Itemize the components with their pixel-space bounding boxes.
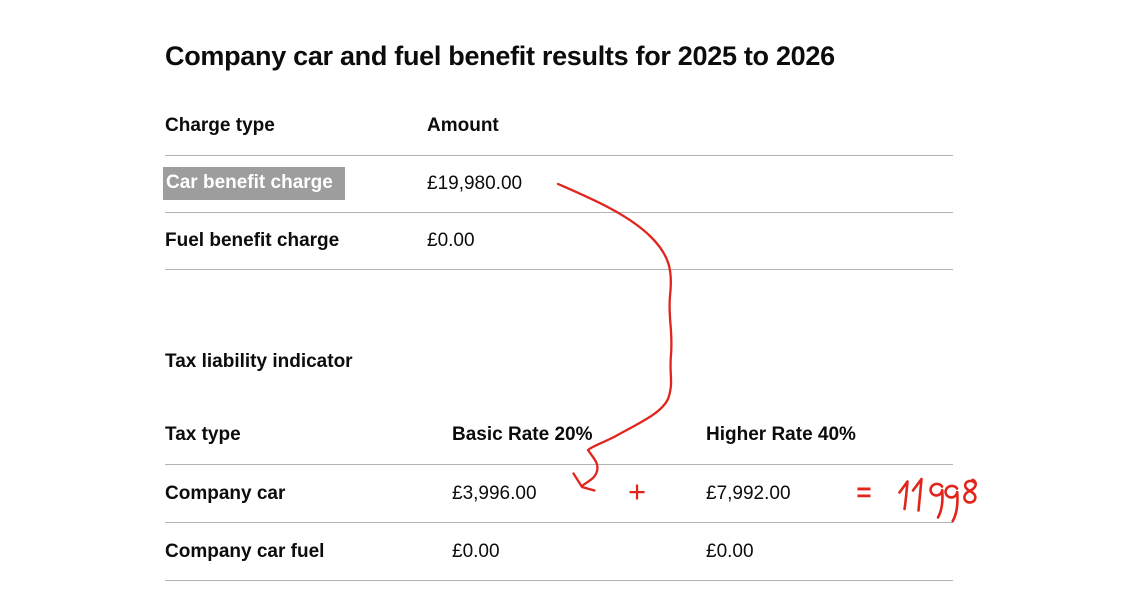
table-row: Car benefit charge £19,980.00 xyxy=(163,155,953,213)
tax-liability-indicator-heading: Tax liability indicator xyxy=(165,350,353,372)
charges-table: Charge type Amount Car benefit charge £1… xyxy=(163,98,953,270)
table-row: Fuel benefit charge £0.00 xyxy=(165,212,953,270)
company-car-fuel-label: Company car fuel xyxy=(165,522,452,581)
table-row: Company car £3,996.00 £7,992.00 xyxy=(165,464,953,523)
company-car-label: Company car xyxy=(165,464,452,523)
tax-header-tax-type: Tax type xyxy=(165,406,452,465)
fuel-benefit-charge-label: Fuel benefit charge xyxy=(165,212,427,270)
car-benefit-charge-label-selected: Car benefit charge xyxy=(163,167,345,200)
tax-header-basic-rate: Basic Rate 20% xyxy=(452,406,706,465)
company-car-fuel-basic-amount: £0.00 xyxy=(452,522,706,581)
company-car-fuel-higher-amount: £0.00 xyxy=(706,522,953,581)
tax-header-higher-rate: Higher Rate 40% xyxy=(706,406,953,465)
charges-table-header-row: Charge type Amount xyxy=(165,98,953,156)
charges-header-amount: Amount xyxy=(427,98,953,156)
car-benefit-charge-amount: £19,980.00 xyxy=(427,155,953,213)
company-car-higher-amount: £7,992.00 xyxy=(706,464,953,523)
fuel-benefit-charge-amount: £0.00 xyxy=(427,212,953,270)
main-content: Company car and fuel benefit results for… xyxy=(163,41,953,581)
tax-table-header-row: Tax type Basic Rate 20% Higher Rate 40% xyxy=(165,406,953,465)
table-row: Company car fuel £0.00 £0.00 xyxy=(165,522,953,581)
company-car-basic-amount: £3,996.00 xyxy=(452,464,706,523)
charges-header-charge-type: Charge type xyxy=(165,98,427,156)
tax-liability-table: Tax type Basic Rate 20% Higher Rate 40% … xyxy=(165,406,953,581)
page-title: Company car and fuel benefit results for… xyxy=(165,41,835,71)
